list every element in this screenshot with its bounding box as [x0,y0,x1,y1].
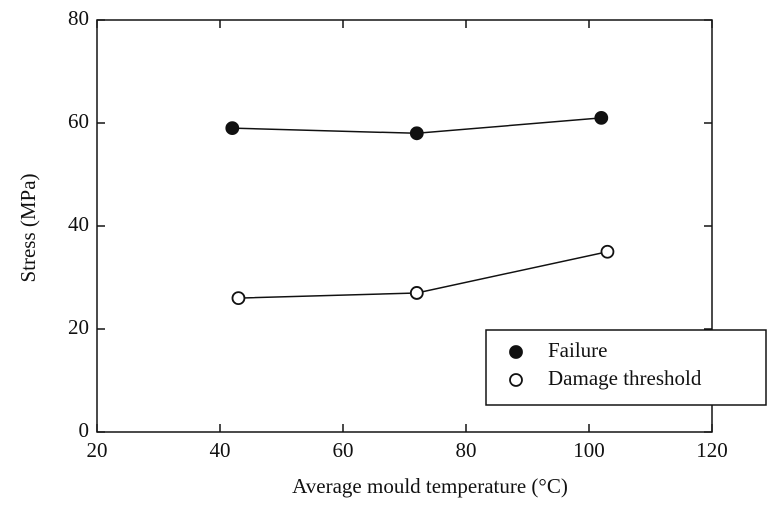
x-tick-label: 120 [696,438,728,462]
legend-label: Damage threshold [548,366,702,390]
y-tick-label: 20 [68,315,89,339]
y-axis-label: Stress (MPa) [16,173,40,282]
legend-marker [509,345,523,359]
data-point [594,110,609,125]
data-point [409,126,424,141]
y-tick-label: 60 [68,109,89,133]
x-tick-label: 20 [87,438,108,462]
legend-marker [509,373,523,387]
y-tick-label: 80 [68,6,89,30]
x-tick-label: 40 [210,438,231,462]
data-point [600,244,615,259]
y-tick-label: 40 [68,212,89,236]
legend-label: Failure [548,338,607,362]
x-axis-label: Average mould temperature (°C) [292,474,568,498]
legend-box [485,329,767,406]
data-point [225,121,240,136]
y-tick-label: 0 [79,418,90,442]
data-point [231,291,246,306]
x-tick-label: 80 [456,438,477,462]
data-point [409,286,424,300]
x-tick-label: 60 [333,438,354,462]
x-tick-label: 100 [573,438,605,462]
